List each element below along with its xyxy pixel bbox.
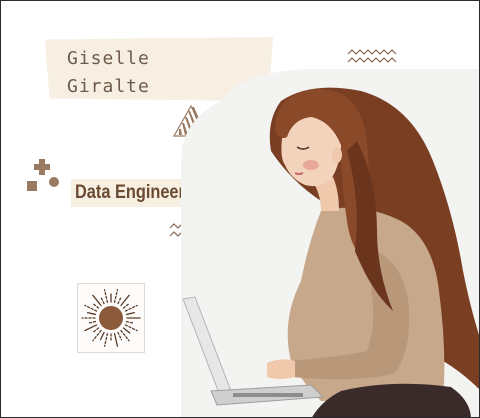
sun-tile bbox=[77, 283, 145, 353]
role-title: Data Engineer bbox=[75, 182, 185, 203]
first-name: Giselle bbox=[67, 48, 150, 69]
plus-square-dot-icon bbox=[27, 159, 59, 191]
last-name: Giralte bbox=[67, 76, 150, 97]
zigzag-line-icon bbox=[347, 49, 397, 63]
woman-laptop-illustration bbox=[181, 69, 479, 417]
sun-burst-icon bbox=[81, 289, 141, 347]
